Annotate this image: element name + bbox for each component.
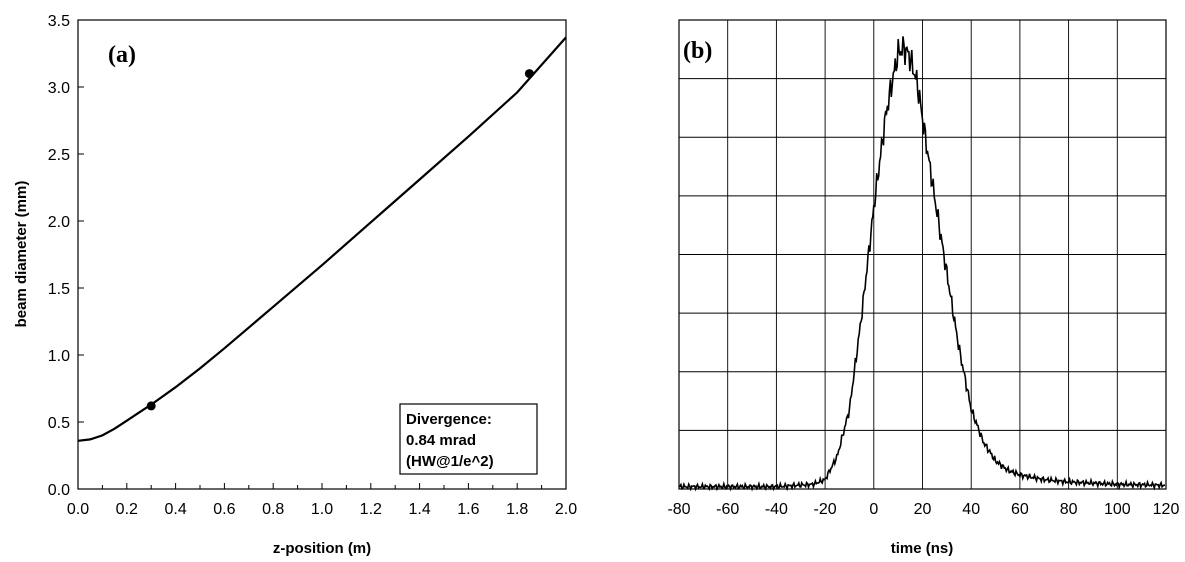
panel-b-x-tick-label: 20	[914, 501, 932, 518]
panel-b-plot-area	[678, 19, 1167, 490]
annotation-frame	[399, 403, 538, 475]
panel-a-y-tick-label: 3.0	[48, 80, 70, 97]
panel-a-x-tick-label: 0.4	[164, 501, 186, 518]
panel-a-y-tick-label: 3.5	[48, 13, 70, 30]
annotation-line-2: 0.84 mrad	[406, 432, 476, 449]
panel-b-x-tick-label: 80	[1060, 501, 1078, 518]
panel-a-data-marker	[146, 401, 156, 411]
panel-a-y-tick-label: 0.5	[48, 415, 70, 432]
panel-b-label: (b)	[683, 38, 712, 64]
panel-a-x-tick-label: 0.8	[262, 501, 284, 518]
panel-a-x-tick-label: 0.0	[67, 501, 89, 518]
divergence-annotation-box: Divergence: 0.84 mrad (HW@1/e^2)	[399, 403, 538, 475]
annotation-line-1: Divergence:	[406, 411, 492, 428]
panel-b-x-axis-label: time (ns)	[891, 540, 954, 557]
panel-b-series-line	[678, 36, 1165, 492]
panel-a-x-tick-label: 2.0	[555, 501, 577, 518]
panel-a-x-tick-label: 1.6	[457, 501, 479, 518]
panel-b-x-tick-label: -60	[716, 501, 739, 518]
panel-b-x-tick-label: -20	[814, 501, 837, 518]
panel-a-x-tick-label: 0.6	[213, 501, 235, 518]
panel-b-x-tick-label: -80	[667, 501, 690, 518]
panel-a-x-tick-label: 1.2	[360, 501, 382, 518]
panel-a-x-axis-label: z-position (m)	[273, 540, 371, 557]
panel-a-data-marker	[524, 69, 534, 79]
panel-a-y-tick-label: 1.0	[48, 348, 70, 365]
panel-b-pulse-profile-chart: (b) time (ns) -80 -60 -40 -20 0 20 40 60 80 100 12…	[667, 19, 1180, 557]
panel-a-x-tick-label: 1.4	[408, 501, 430, 518]
panel-b-x-tick-label: 120	[1153, 501, 1180, 518]
panel-b-x-tick-label: 60	[1011, 501, 1029, 518]
panel-a-x-tick-label: 1.0	[311, 501, 333, 518]
panel-a-y-axis-label: beam diameter (mm)	[13, 181, 30, 328]
panel-b-x-tick-label: 0	[869, 501, 878, 518]
panel-a-x-tick-label: 0.2	[116, 501, 138, 518]
panel-b-x-tick-label: 100	[1104, 501, 1131, 518]
panel-b-x-tick-label: -40	[765, 501, 788, 518]
panel-a-series-line	[77, 36, 567, 442]
panel-b-x-tick-label: 40	[962, 501, 980, 518]
panel-a-x-tick-label: 1.8	[506, 501, 528, 518]
panel-a-y-tick-label: 1.5	[48, 281, 70, 298]
panel-a-y-tick-label: 0.0	[48, 482, 70, 499]
panel-a-y-tick-label: 2.0	[48, 214, 70, 231]
panel-a-label: (a)	[108, 42, 136, 68]
panel-a-beam-diameter-chart: (a) z-position (m) beam diameter (mm) 0.…	[13, 13, 577, 557]
panel-a-y-tick-label: 2.5	[48, 147, 70, 164]
annotation-line-3: (HW@1/e^2)	[406, 453, 494, 470]
